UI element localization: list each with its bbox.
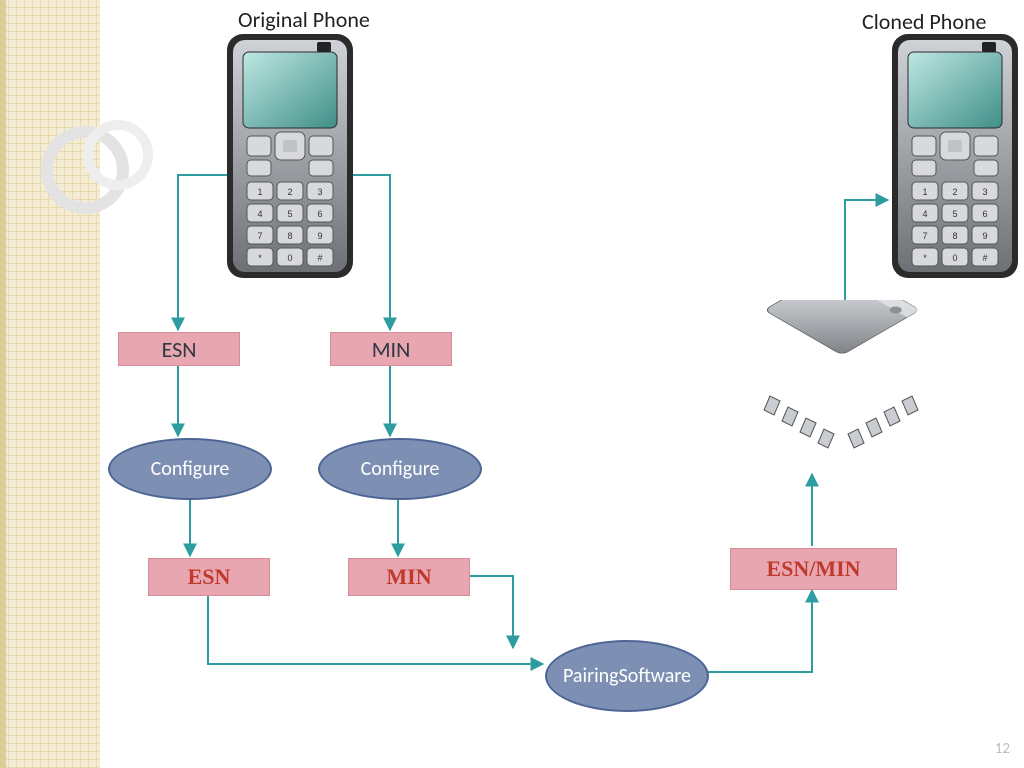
svg-text:3: 3: [982, 187, 987, 197]
svg-text:*: *: [258, 253, 262, 263]
svg-text:*: *: [923, 253, 927, 263]
ellipse-pairing-software: PairingSoftware: [545, 640, 709, 712]
title-original-phone: Original Phone: [238, 6, 370, 33]
svg-text:8: 8: [952, 231, 957, 241]
svg-text:1: 1: [922, 187, 927, 197]
svg-text:4: 4: [257, 209, 262, 219]
phone-cloned-icon: 1 2 3 4 5 6 7 8 9 * 0 #: [890, 32, 1020, 285]
diagram-stage: Original Phone Cloned Phone: [0, 0, 1024, 768]
svg-text:4: 4: [922, 209, 927, 219]
svg-text:9: 9: [317, 231, 322, 241]
box-esn-top: ESN: [118, 332, 240, 366]
svg-text:2: 2: [952, 187, 957, 197]
box-esn-bottom: ESN: [148, 558, 270, 596]
box-esn-min: ESN/MIN: [730, 548, 897, 590]
phone-original-icon: 1 2 3 4 5 6 7 8 9 * 0 #: [225, 32, 355, 285]
svg-text:0: 0: [952, 253, 957, 263]
svg-text:5: 5: [287, 209, 292, 219]
svg-text:7: 7: [257, 231, 262, 241]
title-cloned-phone: Cloned Phone: [862, 8, 986, 35]
svg-text:0: 0: [287, 253, 292, 263]
page-number: 12: [995, 740, 1010, 758]
svg-text:1: 1: [257, 187, 262, 197]
svg-text:#: #: [317, 253, 322, 263]
svg-text:8: 8: [287, 231, 292, 241]
svg-text:3: 3: [317, 187, 322, 197]
svg-text:2: 2: [287, 187, 292, 197]
svg-text:7: 7: [922, 231, 927, 241]
chip-icon: [750, 300, 935, 460]
svg-text:6: 6: [317, 209, 322, 219]
svg-text:5: 5: [952, 209, 957, 219]
box-min-bottom: MIN: [348, 558, 470, 596]
svg-text:#: #: [982, 253, 987, 263]
svg-text:9: 9: [982, 231, 987, 241]
box-min-top: MIN: [330, 332, 452, 366]
ellipse-configure-left: Configure: [108, 438, 272, 500]
ellipse-configure-right: Configure: [318, 438, 482, 500]
side-pattern: [0, 0, 100, 768]
svg-text:6: 6: [982, 209, 987, 219]
